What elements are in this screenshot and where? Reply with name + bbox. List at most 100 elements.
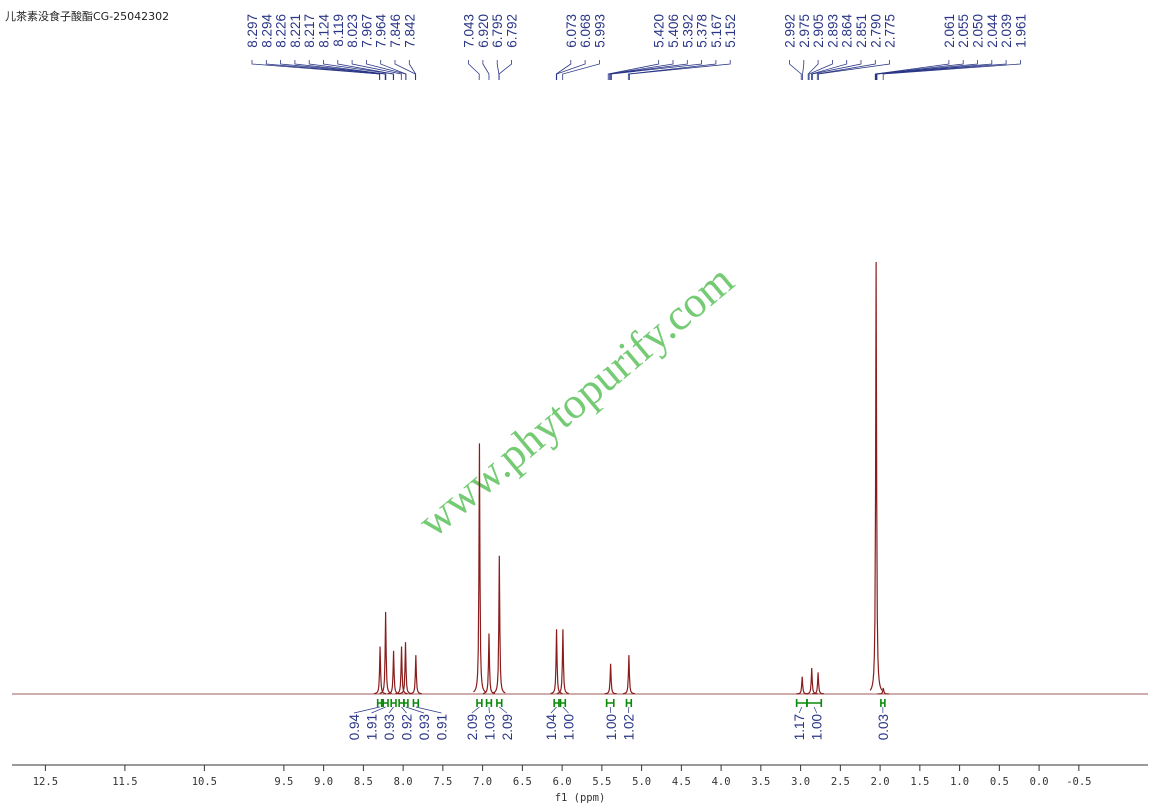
- x-tick-label: 7.5: [433, 776, 452, 788]
- integral-bracket: [390, 699, 397, 707]
- peak-leader: [251, 60, 380, 80]
- x-tick-label: 1.0: [950, 776, 969, 788]
- peak-leader: [556, 60, 586, 80]
- peak-leader: [408, 60, 417, 80]
- peak-leader: [811, 60, 848, 80]
- peak-label: 2.039: [999, 14, 1014, 48]
- peak-leader: [818, 60, 890, 80]
- integral-leader: [562, 706, 569, 714]
- integral-label: 1.04: [544, 714, 559, 741]
- peak-label: 8.023: [345, 14, 360, 48]
- peak-label: 8.297: [245, 14, 260, 48]
- integral-label: 1.03: [482, 714, 497, 740]
- peak-leader: [608, 60, 674, 80]
- peak: [556, 629, 570, 695]
- peak: [395, 646, 408, 695]
- integral-bracket: [412, 699, 420, 707]
- peak-leader: [816, 60, 876, 80]
- peak-label: 8.124: [317, 14, 332, 48]
- x-tick-label: 0.5: [990, 776, 1009, 788]
- chart-title: 儿茶素没食子酸酯CG-25042302: [5, 9, 169, 23]
- x-tick-label: 1.5: [910, 776, 929, 788]
- integral-bracket: [553, 699, 560, 707]
- peak-label: 8.119: [331, 14, 346, 47]
- peak: [812, 672, 825, 695]
- integral-label: 0.91: [435, 714, 450, 740]
- watermark: www.phytopurify.com: [409, 255, 743, 547]
- integral-bracket: [376, 699, 383, 707]
- integral-leader: [353, 706, 380, 714]
- peak-label: 8.294: [259, 14, 274, 48]
- integral-leader: [627, 706, 630, 714]
- peak: [482, 633, 496, 695]
- peak: [796, 676, 809, 695]
- x-tick-label: 8.0: [394, 776, 413, 788]
- integral-bracket: [485, 699, 493, 707]
- peak-leader: [874, 60, 950, 80]
- peak: [493, 555, 506, 694]
- integral-bracket: [605, 699, 615, 707]
- peak: [877, 687, 890, 695]
- integral-label: 0.03: [876, 714, 891, 740]
- peak-label: 6.073: [564, 14, 579, 48]
- peak-leader: [337, 60, 395, 80]
- peak-label: 6.068: [578, 14, 593, 48]
- peak-label: 8.226: [274, 14, 289, 48]
- peak-label: 5.420: [652, 14, 667, 48]
- x-tick-label: 5.0: [632, 776, 651, 788]
- peak: [409, 655, 422, 695]
- integral-label: 1.00: [810, 714, 825, 740]
- integral-bracket: [559, 699, 567, 707]
- x-tick-label: 3.0: [791, 776, 810, 788]
- peak-label: 7.967: [359, 14, 374, 48]
- peak: [399, 642, 412, 695]
- peak-leader: [629, 60, 731, 80]
- x-tick-label: 2.5: [831, 776, 850, 788]
- integral-leader: [371, 706, 386, 714]
- peak-leader: [808, 60, 833, 80]
- peak-label: 5.167: [709, 14, 724, 48]
- integral-leader: [499, 706, 508, 714]
- peak-leader: [876, 60, 1007, 80]
- integral-bracket: [795, 699, 808, 707]
- peak-leader: [789, 60, 802, 80]
- integral-label: 1.02: [621, 714, 636, 740]
- peak-label: 5.392: [680, 14, 695, 48]
- peak-label: 2.050: [971, 14, 986, 48]
- integral-label: 1.00: [561, 714, 576, 740]
- peak-label: 5.152: [723, 14, 738, 48]
- peak-leader: [468, 60, 480, 80]
- peak-label: 6.795: [490, 14, 505, 48]
- x-tick-label: 2.0: [871, 776, 890, 788]
- x-tick-label: 10.5: [192, 776, 217, 788]
- integral-label: 0.92: [400, 714, 415, 740]
- peak-label: 2.864: [840, 14, 855, 48]
- integral-leader: [405, 706, 425, 714]
- x-tick-label: 6.0: [553, 776, 572, 788]
- integral-label: 2.09: [500, 714, 515, 740]
- peak-leader: [308, 60, 387, 80]
- peak: [869, 261, 883, 691]
- peak-label: 7.964: [374, 14, 389, 48]
- x-axis-label: f1 (ppm): [555, 792, 606, 804]
- peak-leader: [812, 60, 862, 80]
- x-tick-label: 4.5: [672, 776, 691, 788]
- x-tick-label: 8.5: [354, 776, 373, 788]
- integral-bracket: [625, 699, 633, 707]
- integral-leader: [798, 706, 803, 714]
- x-tick-label: -0.5: [1066, 776, 1091, 788]
- peak: [604, 663, 617, 695]
- integral-bracket: [403, 699, 409, 707]
- x-tick-label: 0.0: [1030, 776, 1049, 788]
- peak-label: 5.378: [695, 14, 710, 48]
- integral-label: 1.00: [604, 714, 619, 740]
- peak-leader: [807, 60, 819, 80]
- integral-bracket: [806, 699, 823, 707]
- peak-label: 2.775: [883, 14, 898, 48]
- peak-label: 2.893: [825, 14, 840, 48]
- peak-label: 2.851: [854, 14, 869, 48]
- integral-leader: [813, 706, 818, 714]
- peak-leader: [351, 60, 402, 80]
- peak-leader: [265, 60, 381, 80]
- x-tick-label: 4.0: [712, 776, 731, 788]
